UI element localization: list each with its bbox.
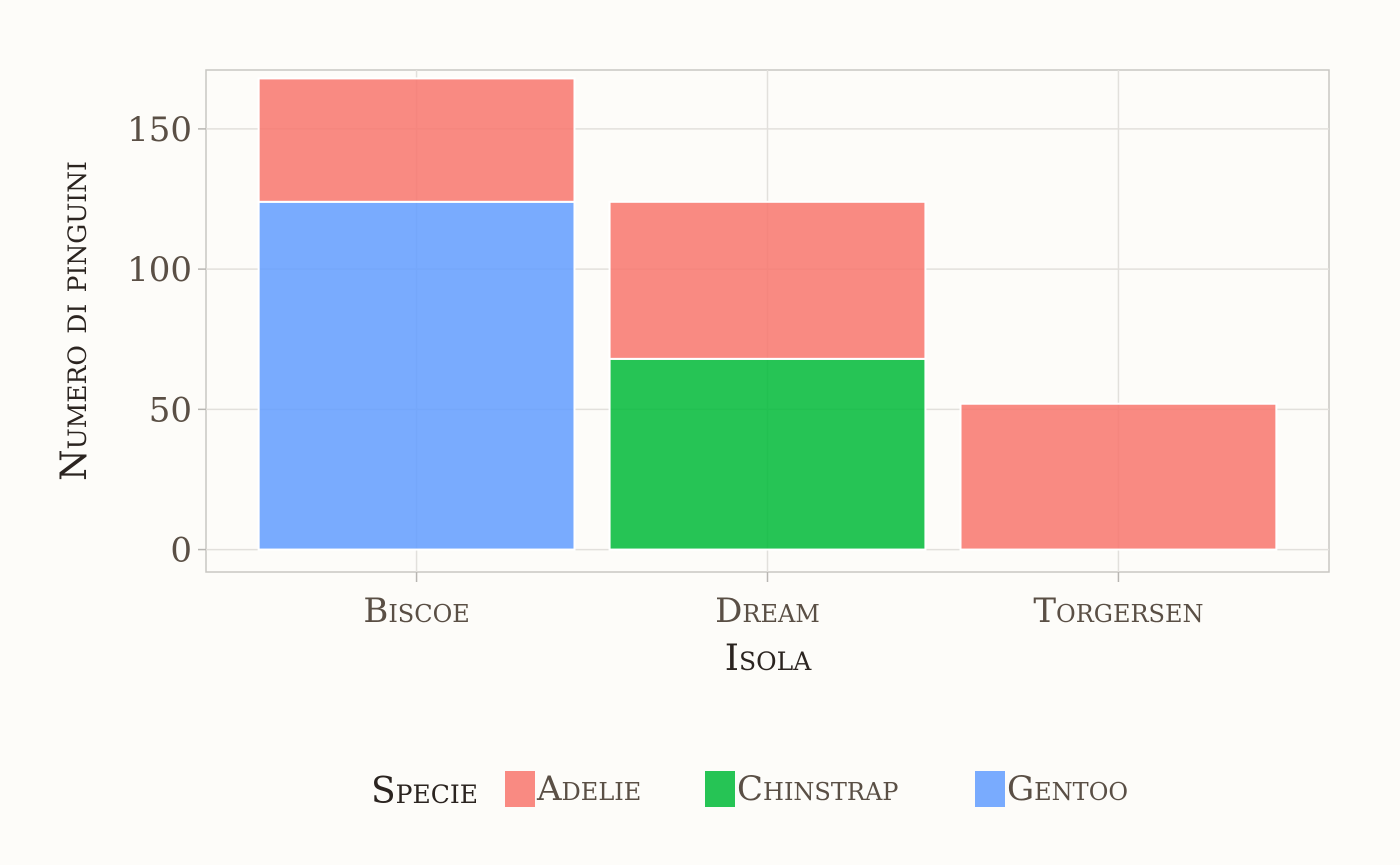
- bar-segment-gentoo-biscoe: [257, 200, 576, 551]
- bar-segment-adelie-biscoe: [257, 77, 576, 203]
- legend: Specie Adelie Chinstrap Gentoo: [371, 769, 1128, 812]
- bar-segment-chinstrap-dream: [608, 357, 927, 551]
- y-tick-label: 50: [149, 390, 192, 430]
- axes: 0 50 100 150 Biscoe Dream Torgersen: [127, 110, 1203, 631]
- x-tick-label: Biscoe: [363, 591, 469, 631]
- x-tick-label: Dream: [715, 591, 820, 631]
- legend-key-chinstrap: [705, 771, 735, 807]
- bar-segment-adelie-torgersen: [959, 402, 1278, 551]
- legend-title: Specie: [371, 771, 478, 812]
- y-axis-title: Numero di pinguini: [54, 161, 95, 481]
- legend-label-chinstrap: Chinstrap: [737, 769, 898, 809]
- bars: [257, 77, 1278, 551]
- legend-label-gentoo: Gentoo: [1007, 769, 1128, 809]
- legend-key-adelie: [505, 771, 535, 807]
- bar-segment-adelie-dream: [608, 200, 927, 360]
- y-tick-label: 150: [127, 110, 192, 150]
- legend-key-gentoo: [975, 771, 1005, 807]
- x-tick-label: Torgersen: [1033, 591, 1203, 631]
- legend-label-adelie: Adelie: [536, 769, 641, 809]
- y-tick-label: 0: [170, 531, 192, 571]
- y-tick-label: 100: [127, 250, 192, 290]
- x-axis-title: Isola: [725, 638, 812, 679]
